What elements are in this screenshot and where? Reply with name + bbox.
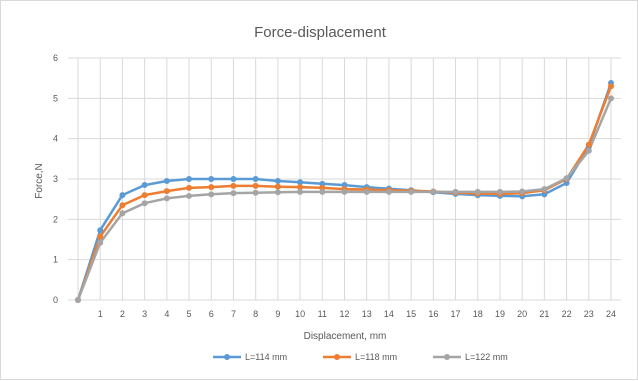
data-point [252,176,259,182]
data-point [141,200,148,207]
data-point [230,190,237,197]
y-tick-label: 1 [53,255,58,265]
x-tick-label: 5 [187,309,192,319]
data-point [208,184,215,191]
legend-label: L=122 mm [465,352,508,362]
x-tick-label: 17 [451,309,461,319]
data-point [496,188,503,195]
data-point [163,178,170,185]
legend-marker [334,354,340,360]
legend-label: L=118 mm [355,352,397,362]
data-point [141,192,148,199]
x-tick-label: 13 [362,309,372,319]
x-tick-label: 14 [384,309,394,319]
data-point [163,195,170,202]
x-tick-label: 18 [473,309,483,319]
chart-title: Force-displacement [254,24,387,41]
data-point [274,183,281,190]
legend-marker [444,354,450,360]
x-tick-label: 22 [562,309,572,319]
x-tick-label: 11 [318,309,327,319]
data-point [297,179,304,186]
data-point [608,95,614,102]
data-point [97,227,104,234]
y-tick-label: 5 [53,93,58,103]
data-point [186,184,193,191]
data-point [208,191,215,198]
data-point [163,188,170,195]
legend-label: L=114 mm [245,352,287,362]
data-point [252,189,259,196]
x-tick-label: 4 [164,309,169,319]
y-tick-label: 2 [53,214,58,224]
data-point [97,233,104,240]
x-tick-label: 3 [142,309,147,319]
data-point [319,188,326,195]
x-tick-label: 21 [539,309,549,319]
x-tick-label: 9 [275,309,280,319]
series-lines [75,80,614,303]
x-tick-label: 15 [406,309,416,319]
data-point [385,188,392,195]
x-tick-label: 8 [253,309,258,319]
data-point [119,210,126,217]
data-point [274,189,281,196]
x-tick-label: 12 [339,309,349,319]
data-point [341,188,348,195]
data-point [452,188,459,195]
data-point [75,297,81,303]
y-tick-label: 6 [53,53,58,63]
x-tick-label: 7 [231,309,236,319]
x-tick-label: 1 [98,309,103,319]
data-point [186,192,193,199]
data-point [408,188,415,195]
data-point [186,176,193,182]
x-tick-label: 2 [120,309,125,319]
legend-marker [224,354,230,360]
y-tick-label: 3 [53,174,58,184]
data-point [608,83,614,90]
y-axis-label: Force,N [34,163,45,199]
data-point [297,184,304,191]
data-point [541,186,548,193]
data-point [119,192,126,199]
data-point [141,182,148,189]
legend: L=114 mm L=118 mm L=122 mm [213,352,508,362]
data-point [252,182,259,189]
x-tick-label: 20 [517,309,527,319]
x-tick-label: 16 [428,309,438,319]
y-tick-label: 4 [53,134,58,144]
x-tick-label: 23 [584,309,594,319]
data-point [230,182,237,189]
x-tick-label: 6 [209,309,214,319]
x-axis-label: Displacement, mm [304,331,387,342]
data-point [363,188,370,195]
data-point [297,188,304,195]
data-point [585,141,592,148]
data-point [230,176,237,182]
gridlines [68,57,621,301]
data-point [585,147,592,154]
data-point [430,188,437,195]
data-point [563,175,570,182]
data-point [97,239,104,246]
data-point [274,178,281,185]
x-tick-label: 10 [295,309,305,319]
data-point [474,188,481,195]
y-tick-label: 0 [53,295,58,305]
data-point [519,188,526,195]
x-tick-label: 19 [495,309,505,319]
x-tick-label: 24 [606,309,616,319]
data-point [119,202,126,209]
data-point [208,176,215,182]
